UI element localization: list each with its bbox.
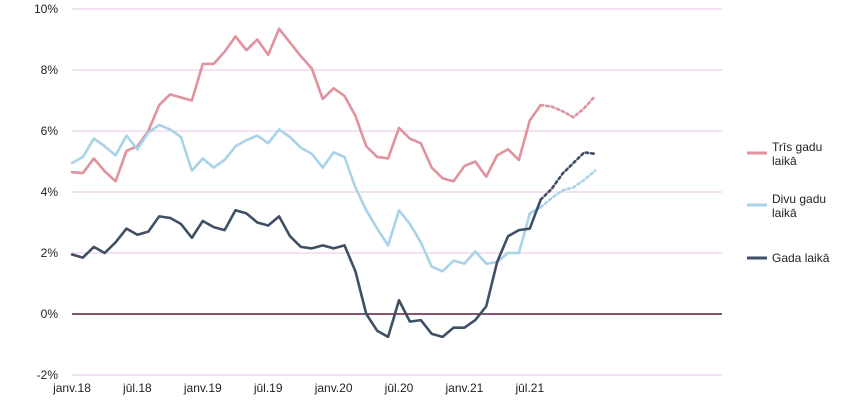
x-tick-label: janv.18 [52, 381, 91, 395]
legend-label: Trīs gadu laikā [772, 140, 822, 168]
x-tick-label: jūl.19 [253, 381, 283, 395]
series-line-2 [70, 198, 543, 339]
series-layer [70, 27, 597, 339]
y-tick-label: 6% [41, 124, 59, 138]
grid-lines [72, 8, 722, 376]
legend-label: Gada laikā [772, 251, 830, 265]
y-tick-label: 10% [34, 2, 58, 16]
y-tick-label: 0% [41, 307, 59, 321]
series-forecast-line-2 [539, 150, 597, 201]
series-line-0 [70, 27, 543, 183]
x-tick-label: janv.20 [314, 381, 353, 395]
x-axis-ticks: janv.18 jūl.18 janv.19 jūl.19 janv.20 jūl.20 j… [52, 381, 544, 395]
series-forecast-line-0 [539, 94, 597, 119]
legend-label: Divu gadu laikā [772, 192, 826, 220]
y-tick-label: 4% [41, 185, 59, 199]
y-tick-label: 2% [41, 246, 59, 260]
y-axis-ticks: -2% 0% 2% 4% 6% 8% 10% [34, 2, 58, 382]
x-tick-label: jūl.21 [514, 381, 544, 395]
x-tick-label: jūl.20 [384, 381, 414, 395]
x-tick-label: jūl.18 [122, 381, 152, 395]
series-line-1 [70, 123, 543, 273]
y-tick-label: 8% [41, 63, 59, 77]
series-forecast-line-1 [539, 169, 597, 209]
legend: Trīs gadu laikā Divu gadu laikā Gada laikā [747, 140, 830, 265]
x-tick-label: janv.19 [183, 381, 222, 395]
x-tick-label: janv.21 [444, 381, 483, 395]
y-tick-label: -2% [37, 368, 59, 382]
